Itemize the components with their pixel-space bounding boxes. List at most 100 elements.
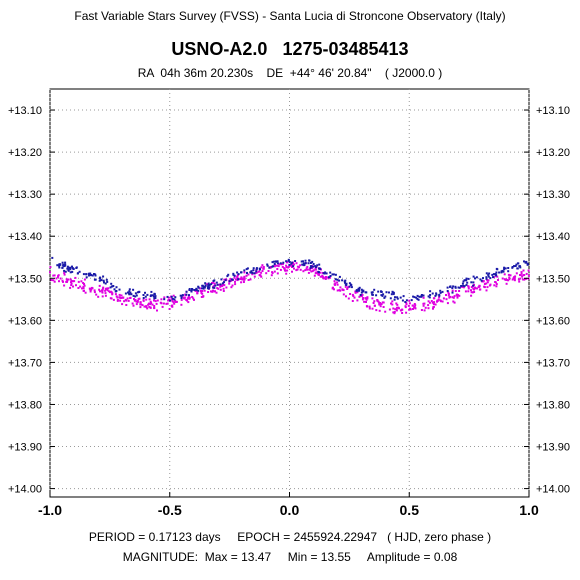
data-point — [83, 278, 86, 281]
data-point — [77, 272, 79, 275]
data-point — [412, 308, 414, 310]
data-point — [310, 270, 313, 273]
data-point — [212, 289, 214, 292]
data-point — [135, 300, 138, 303]
data-point — [391, 303, 394, 306]
data-point — [401, 308, 404, 311]
data-point — [196, 292, 199, 295]
data-point — [438, 294, 441, 297]
data-point — [461, 285, 464, 288]
data-point — [336, 281, 339, 284]
data-point — [487, 279, 490, 282]
data-point — [266, 263, 269, 266]
data-point — [100, 279, 103, 282]
data-point — [520, 272, 523, 275]
data-point — [296, 265, 299, 268]
data-point — [456, 295, 459, 298]
data-point — [101, 295, 104, 298]
data-point — [519, 277, 522, 280]
data-point — [153, 307, 156, 310]
data-point — [375, 309, 378, 312]
data-point — [430, 300, 433, 302]
data-point — [314, 265, 317, 268]
data-point — [314, 267, 317, 270]
data-point — [437, 298, 440, 301]
data-point — [432, 306, 435, 309]
data-point — [230, 279, 233, 282]
data-point — [489, 277, 492, 280]
data-point — [77, 287, 80, 289]
data-point — [62, 280, 64, 283]
data-point — [217, 287, 220, 290]
data-point — [420, 295, 423, 298]
data-point — [370, 291, 373, 294]
data-point — [452, 300, 455, 303]
data-point — [223, 281, 225, 284]
data-point — [521, 275, 524, 278]
data-point — [67, 269, 70, 272]
data-point — [93, 291, 96, 294]
data-point — [382, 306, 385, 308]
data-point — [136, 301, 139, 304]
data-point — [309, 267, 312, 269]
data-point — [110, 285, 113, 288]
data-point — [451, 291, 454, 294]
data-point — [339, 286, 342, 289]
data-point — [422, 294, 425, 297]
data-point — [220, 278, 223, 281]
data-point — [234, 283, 237, 286]
data-point — [99, 276, 102, 279]
data-point — [360, 288, 363, 291]
data-point — [112, 298, 115, 301]
data-point — [116, 299, 119, 302]
data-point — [104, 294, 107, 297]
data-point — [153, 293, 156, 296]
data-point — [118, 293, 121, 296]
data-point — [360, 295, 363, 298]
data-point — [97, 295, 100, 298]
data-point — [364, 297, 367, 300]
data-point — [502, 270, 505, 273]
data-point — [446, 302, 449, 305]
data-point — [216, 287, 219, 290]
data-point — [132, 288, 135, 291]
data-point — [355, 289, 358, 292]
data-point — [336, 289, 339, 292]
data-point — [69, 286, 72, 289]
y-tick-label-right: +13.80 — [536, 399, 570, 411]
data-point — [69, 266, 72, 269]
data-point — [358, 286, 361, 289]
data-point — [288, 263, 291, 266]
data-point — [64, 261, 67, 264]
data-point — [342, 293, 345, 296]
data-point — [508, 276, 511, 279]
data-point — [249, 278, 252, 281]
data-point — [207, 284, 210, 287]
x-tick-label: 0.5 — [400, 502, 420, 518]
data-point — [414, 307, 417, 310]
data-point — [331, 273, 334, 276]
data-point — [307, 271, 310, 274]
data-point — [275, 260, 278, 263]
data-point — [485, 272, 488, 275]
data-point — [432, 297, 435, 300]
data-point — [226, 275, 229, 278]
data-point — [524, 261, 527, 264]
data-point — [180, 294, 183, 297]
data-point — [148, 298, 151, 301]
data-point — [52, 279, 55, 282]
data-point — [222, 283, 225, 286]
data-point — [498, 271, 501, 274]
data-point — [378, 303, 381, 306]
data-point — [491, 273, 494, 276]
data-point — [368, 305, 371, 308]
data-point — [467, 290, 470, 293]
data-point — [172, 294, 175, 297]
data-point — [267, 270, 270, 272]
data-point — [175, 300, 178, 303]
data-point — [399, 309, 402, 312]
data-point — [63, 272, 66, 274]
data-point — [383, 296, 386, 299]
data-point — [66, 267, 69, 270]
data-point — [344, 285, 347, 288]
